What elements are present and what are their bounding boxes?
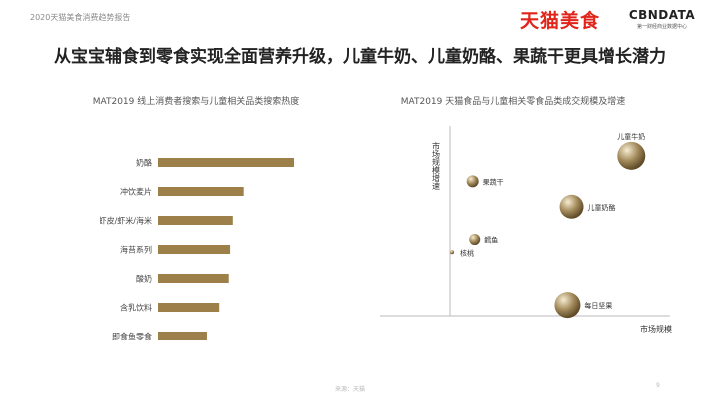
- bar-category-label: 酸奶: [136, 274, 152, 284]
- page-number: 9: [656, 382, 660, 389]
- bubble-label: 儿童奶酪: [588, 203, 616, 212]
- bar-category-label: 冲饮麦片: [120, 187, 152, 197]
- bubble-mark: [466, 175, 479, 188]
- page-headline: 从宝宝辅食到零食实现全面营养升级，儿童牛奶、儿童奶酪、果蔬干更具增长潜力: [54, 47, 666, 67]
- footer-source-note: 来源：天猫: [335, 386, 366, 393]
- bubble-chart-title: MAT2019 天猫食品与儿童相关零食品类成交规模及增速: [400, 97, 626, 107]
- bar-mark: [158, 158, 294, 167]
- bar-mark: [158, 274, 229, 283]
- bubble-label: 每日坚果: [584, 301, 612, 310]
- cbndata-logo: CBNDATA 第一财经商业数据中心: [622, 8, 702, 30]
- bar-mark: [158, 303, 220, 312]
- bar-category-label: 海苔系列: [120, 245, 152, 255]
- y-axis-label: 市场规模增速: [432, 141, 441, 191]
- cbndata-logo-text: CBNDATA: [628, 8, 696, 22]
- bar-mark: [158, 216, 233, 225]
- bar-mark: [158, 245, 231, 254]
- bar-category-label: 奶酪: [136, 158, 152, 168]
- tmall-food-logo: 天猫美食: [520, 10, 601, 32]
- report-tag: 2020天猫美食消费趋势报告: [30, 13, 131, 22]
- bubble-mark: [450, 250, 455, 255]
- bubble-label: 儿童牛奶: [617, 132, 645, 141]
- bar-category-label: 含乳饮料: [120, 303, 152, 313]
- bar-chart-title: MAT2019 线上消费者搜索与儿童相关品类搜索热度: [92, 97, 300, 107]
- bar-category-label: 虾皮/虾米/海米: [100, 216, 152, 226]
- x-axis-label: 市场规模: [640, 324, 672, 334]
- bubble-mark: [617, 141, 646, 170]
- bubble-mark: [554, 292, 581, 319]
- bubble-mark: [559, 194, 584, 219]
- bar-mark: [158, 332, 207, 340]
- bubble-mark: [469, 234, 481, 246]
- bubble-label: 果蔬干: [483, 177, 504, 186]
- bar-category-label: 即食鱼零食: [112, 332, 152, 341]
- cbndata-logo-subtitle: 第一财经商业数据中心: [636, 24, 687, 30]
- bubble-label: 核桃: [460, 248, 474, 257]
- bubble-label: 鳕鱼: [484, 236, 498, 245]
- bar-mark: [158, 187, 244, 196]
